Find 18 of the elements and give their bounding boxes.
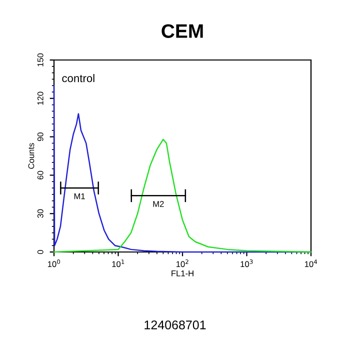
annotation: control: [62, 74, 94, 82]
x-axis-title: FL1-H: [172, 270, 194, 276]
y-axis-title: Counts: [28, 143, 34, 169]
series-label: M2: [153, 201, 164, 207]
y-tick-label: 0: [37, 250, 44, 254]
x-tick-label: 10$^{1}$: [112, 260, 124, 268]
x-tick-label: 10$^{0}$: [48, 259, 60, 268]
y-tick-label: 30: [37, 209, 44, 218]
chart-title: CEM: [162, 24, 203, 38]
x-tick-label: 10$^{4}$: [304, 260, 318, 268]
series-label: M1: [74, 193, 85, 200]
y-tick-label: 90: [37, 132, 44, 142]
text: 124068701: [144, 320, 206, 330]
y-tick-label: 120: [37, 92, 44, 105]
y-tick-label: 150: [37, 53, 44, 66]
x-tick-label: 10$^{3}$: [240, 259, 253, 268]
x-tick-label: 10$^{2}$: [176, 259, 188, 268]
y-tick-label: 60: [37, 170, 44, 180]
